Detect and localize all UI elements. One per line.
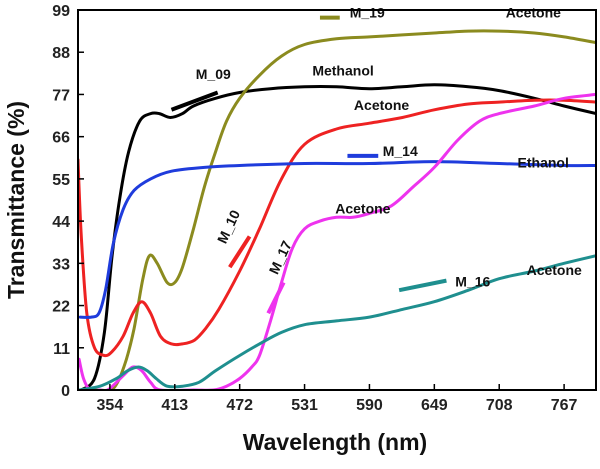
label-layer: M_09 Methanol M_19 Acetone Acetone M_14 Ethano… — [170, 5, 582, 315]
y-tick-label: 77 — [52, 87, 70, 104]
label-m14: M_14 — [383, 143, 418, 159]
y-tick-label: 99 — [52, 3, 70, 20]
label-acetone-m16: Acetone — [527, 262, 582, 278]
label-m10: M_10 — [214, 207, 243, 246]
y-tick-label: 11 — [53, 341, 70, 358]
y-tick-label: 66 — [52, 130, 70, 147]
y-tick-label: 55 — [52, 172, 70, 189]
x-tick-label: 767 — [551, 397, 578, 414]
label-ethanol: Ethanol — [518, 154, 569, 170]
m09-legend-line — [170, 90, 219, 112]
series-m17-line — [78, 92, 596, 390]
x-tick-label: 708 — [486, 397, 513, 414]
label-m19: M_19 — [350, 5, 385, 21]
x-tick-label: 472 — [226, 397, 253, 414]
y-tick-label: 0 — [61, 383, 70, 400]
x-tick-label: 649 — [421, 397, 448, 414]
tick-layer: 354 413 472 531 590 649 708 767 0 11 22 33 44 55 66 77 8… — [52, 3, 577, 414]
series-m09-line — [79, 83, 596, 390]
series-m19-line — [79, 29, 596, 390]
y-axis-title: Transmittance (%) — [3, 101, 29, 299]
y-tick-label: 44 — [52, 214, 70, 231]
label-m09: M_09 — [196, 66, 231, 82]
y-tick-label: 33 — [52, 256, 70, 273]
x-tick-label: 354 — [97, 397, 124, 414]
x-axis-title: Wavelength (nm) — [243, 429, 427, 455]
m17-legend-line — [266, 281, 286, 315]
label-acetone-m17: Acetone — [335, 200, 390, 216]
series-layer — [78, 29, 596, 390]
m16-legend-line — [398, 278, 447, 293]
series-m10-line — [78, 98, 596, 358]
label-acetone-m19: Acetone — [506, 5, 561, 21]
y-tick-label: 22 — [52, 299, 70, 316]
x-tick-label: 531 — [291, 397, 318, 414]
series-m16-line — [78, 254, 596, 390]
x-tick-label: 590 — [356, 397, 383, 414]
label-m16: M_16 — [455, 273, 490, 289]
label-methanol: Methanol — [312, 62, 373, 78]
y-tick-label: 88 — [52, 45, 70, 62]
x-tick-label: 413 — [161, 397, 188, 414]
plot-frame — [77, 9, 597, 391]
series-m14-line — [78, 160, 596, 319]
label-acetone-m10: Acetone — [354, 97, 409, 113]
m10-legend-line — [228, 235, 252, 269]
